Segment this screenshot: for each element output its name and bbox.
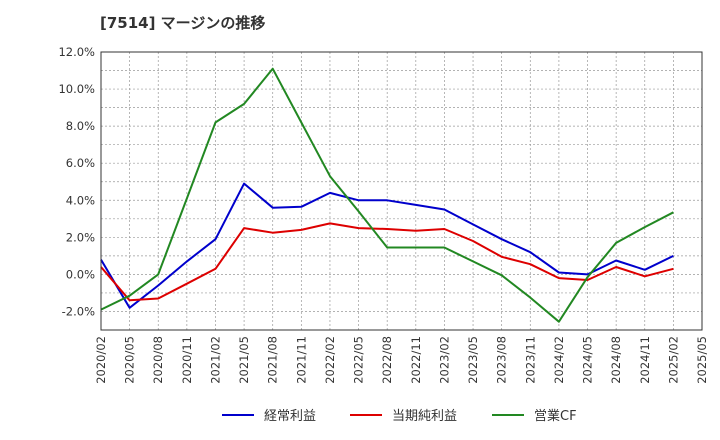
x-tick-label: 2024/11 [638, 336, 652, 384]
x-tick-label: 2022/08 [380, 336, 394, 384]
x-tick-label: 2023/02 [437, 336, 451, 384]
series-line-2 [100, 67, 674, 323]
x-tick-label: 2024/05 [581, 336, 595, 384]
x-tick-label: 2023/08 [495, 336, 509, 384]
x-tick-label: 2020/05 [123, 336, 137, 384]
legend: 経常利益 当期純利益 営業CF [222, 408, 577, 424]
x-tick-label: 2022/11 [409, 336, 423, 384]
x-tick-label: 2022/02 [323, 336, 337, 384]
grid-lines [100, 51, 703, 331]
chart-title: [7514] マージンの推移 [100, 14, 266, 32]
x-tick-label: 2025/02 [666, 336, 680, 384]
x-tick-label: 2023/11 [523, 336, 537, 384]
y-tick-label: 2.0% [66, 230, 95, 244]
y-tick-label: 4.0% [66, 193, 95, 207]
x-tick-label: 2020/11 [180, 336, 194, 384]
legend-label: 当期純利益 [392, 409, 457, 424]
y-tick-label: 10.0% [58, 82, 95, 96]
y-axis-tick-labels: 12.0% 10.0% 8.0% 6.0% 4.0% 2.0% 0.0% -2.0% [58, 45, 95, 318]
y-tick-label: 6.0% [66, 156, 95, 170]
x-tick-label: 2023/05 [466, 336, 480, 384]
x-tick-label: 2021/08 [266, 336, 280, 384]
y-tick-label: 0.0% [66, 267, 95, 281]
series-line-0 [100, 182, 674, 309]
x-tick-label: 2025/05 [695, 336, 709, 384]
legend-label: 営業CF [534, 408, 577, 424]
x-tick-label: 2021/11 [294, 336, 308, 384]
y-tick-label: 8.0% [66, 119, 95, 133]
y-tick-label: 12.0% [58, 45, 95, 59]
x-tick-label: 2024/02 [552, 336, 566, 384]
x-tick-label: 2020/02 [94, 336, 108, 384]
plot-frame [100, 51, 703, 331]
legend-label: 経常利益 [264, 409, 316, 424]
series-lines [100, 67, 674, 323]
x-tick-label: 2021/02 [208, 336, 222, 384]
series-line-1 [100, 222, 674, 302]
x-tick-label: 2021/05 [237, 336, 251, 384]
y-tick-label: -2.0% [62, 304, 95, 318]
x-tick-label: 2020/08 [151, 336, 165, 384]
x-tick-label: 2024/08 [609, 336, 623, 384]
x-tick-label: 2022/05 [352, 336, 366, 384]
x-axis-tick-labels: 2020/02 2020/05 2020/08 2020/11 2021/02 2021/… [94, 336, 709, 384]
